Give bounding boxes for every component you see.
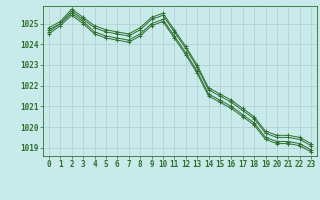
Text: Graphe pression niveau de la mer (hPa): Graphe pression niveau de la mer (hPa) bbox=[51, 185, 269, 194]
